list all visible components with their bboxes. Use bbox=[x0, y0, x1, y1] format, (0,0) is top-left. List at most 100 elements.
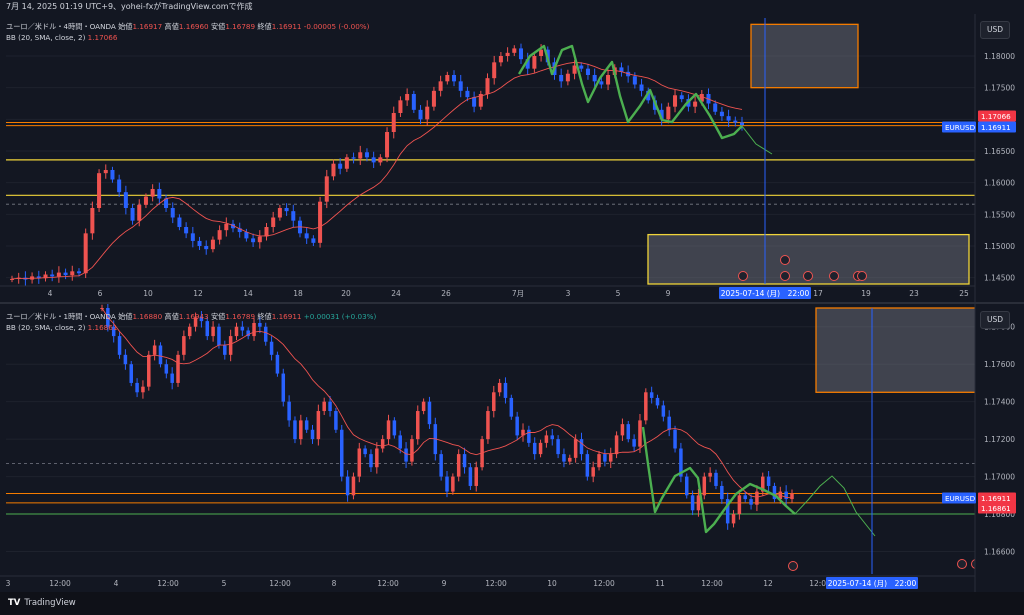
candle-body bbox=[310, 429, 315, 440]
indicator-legend-4h[interactable]: BB (20, SMA, close, 2) 1.17066 bbox=[6, 33, 117, 42]
candle-body bbox=[445, 476, 449, 492]
pattern-drawing bbox=[517, 44, 743, 140]
symbol-label: ユーロ／米ドル・4時間・OANDA bbox=[6, 22, 116, 31]
time-tick-label: 4 bbox=[48, 289, 53, 298]
candle-body bbox=[790, 493, 794, 500]
currency-button[interactable]: USD bbox=[980, 311, 1010, 329]
candle-body bbox=[755, 491, 759, 505]
candle-body bbox=[568, 457, 572, 462]
price-tick-label: 1.17200 bbox=[984, 435, 1015, 444]
candle-body bbox=[684, 476, 689, 496]
candle-body bbox=[205, 321, 210, 337]
candle-body bbox=[391, 113, 396, 132]
economic-event-icon bbox=[857, 271, 867, 281]
candle-body bbox=[277, 208, 282, 218]
candle-body bbox=[363, 448, 367, 455]
candle-body bbox=[281, 373, 286, 402]
candle-body bbox=[76, 271, 81, 274]
candle-body bbox=[380, 439, 385, 449]
candle-body bbox=[177, 217, 182, 227]
candle-body bbox=[597, 454, 601, 468]
candle-body bbox=[619, 67, 624, 72]
candle-body bbox=[438, 81, 443, 91]
candle-body bbox=[70, 271, 75, 276]
footer-brand[interactable]: TradingView bbox=[24, 598, 76, 608]
candle-body bbox=[421, 401, 426, 412]
candle-body bbox=[696, 495, 701, 511]
price-label-badge bbox=[942, 492, 976, 504]
candle-body bbox=[632, 76, 637, 85]
candle-body bbox=[702, 476, 707, 496]
candle-body bbox=[737, 495, 742, 515]
price-label-text: 1.16861 bbox=[981, 504, 1011, 513]
candle-body bbox=[157, 189, 162, 199]
candle-body bbox=[699, 94, 704, 102]
panel-divider[interactable] bbox=[0, 302, 1024, 304]
chart-canvas-4h[interactable]: 1.180001.175001.170001.165001.160001.155… bbox=[0, 14, 1024, 302]
time-tick-label: 12:00 bbox=[593, 579, 615, 588]
low-label: 安値 bbox=[210, 312, 226, 321]
candle-body bbox=[556, 439, 560, 455]
candle-body bbox=[117, 179, 122, 193]
candle-body bbox=[427, 401, 432, 425]
close-value: 1.16911 bbox=[271, 22, 302, 31]
time-tick-label: 4 bbox=[114, 579, 119, 588]
candle-body bbox=[527, 429, 531, 443]
candle-body bbox=[90, 208, 95, 234]
candle-body bbox=[184, 227, 189, 234]
candle-body bbox=[644, 392, 648, 421]
price-label-text: EURUSD bbox=[945, 494, 976, 503]
candle-body bbox=[56, 272, 61, 277]
candle-body bbox=[246, 330, 250, 337]
candle-body bbox=[338, 163, 343, 169]
candle-body bbox=[50, 274, 55, 277]
candle-body bbox=[339, 429, 344, 477]
economic-event-icon bbox=[788, 561, 798, 571]
open-label: 始値 bbox=[118, 312, 133, 321]
candle-body bbox=[585, 454, 590, 477]
time-tick-label: 23 bbox=[909, 289, 919, 298]
candle-body bbox=[258, 322, 262, 327]
time-tick-label: 17 bbox=[813, 289, 823, 298]
candle-body bbox=[141, 386, 145, 393]
economic-event-icon bbox=[738, 271, 748, 281]
candle-body bbox=[667, 416, 671, 430]
candle-body bbox=[193, 317, 198, 327]
indicator-legend-1h[interactable]: BB (20, SMA, close, 2) 1.16861 bbox=[6, 323, 117, 332]
caption-text: 7月 14, 2025 01:19 UTC+9、yohei-fxがTrading… bbox=[6, 2, 253, 11]
candle-body bbox=[521, 429, 525, 436]
candle-body bbox=[398, 100, 403, 113]
candle-body bbox=[731, 514, 736, 524]
candle-body bbox=[666, 106, 671, 120]
candle-body bbox=[311, 238, 316, 243]
price-tick-label: 1.14500 bbox=[984, 274, 1015, 283]
candle-body bbox=[287, 401, 291, 421]
currency-button[interactable]: USD bbox=[980, 21, 1010, 39]
candle-body bbox=[129, 364, 133, 383]
candle-body bbox=[784, 491, 788, 500]
price-label-badge bbox=[978, 121, 1016, 133]
candle-body bbox=[170, 373, 174, 383]
candle-body bbox=[492, 392, 496, 412]
candle-body bbox=[275, 354, 280, 374]
price-axis bbox=[975, 304, 1024, 592]
candle-body bbox=[197, 240, 202, 246]
low-label: 安値 bbox=[210, 22, 226, 31]
time-tick-label: 12:00 bbox=[157, 579, 179, 588]
low-value: 1.16789 bbox=[225, 22, 256, 31]
candle-body bbox=[503, 382, 508, 398]
candle-body bbox=[550, 435, 555, 440]
candle-body bbox=[164, 364, 169, 374]
candle-body bbox=[743, 495, 747, 500]
candle-body bbox=[251, 238, 256, 243]
candle-body bbox=[673, 429, 677, 449]
candle-body bbox=[257, 236, 262, 243]
time-tick-label: 12:00 bbox=[701, 579, 723, 588]
chart-panel-1h[interactable]: 1.178001.176001.174001.172001.170001.168… bbox=[0, 304, 1024, 592]
candle-body bbox=[544, 435, 549, 443]
chart-canvas-1h[interactable]: 1.178001.176001.174001.172001.170001.168… bbox=[0, 304, 1024, 592]
candle-body bbox=[515, 416, 519, 436]
candle-body bbox=[620, 424, 625, 436]
candle-body bbox=[284, 208, 289, 212]
chart-panel-4h[interactable]: 1.180001.175001.170001.165001.160001.155… bbox=[0, 14, 1024, 302]
